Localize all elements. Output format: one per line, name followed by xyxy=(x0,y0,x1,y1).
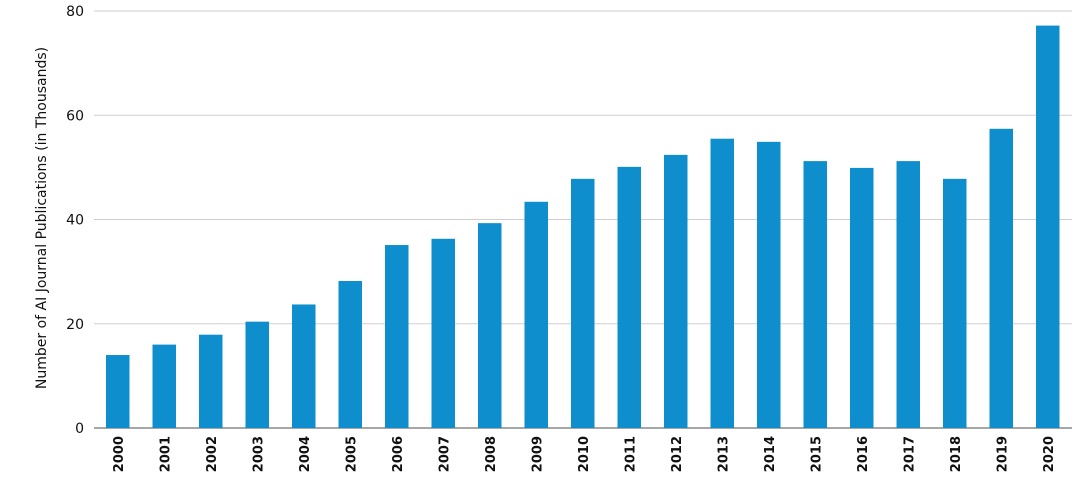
bar-2013 xyxy=(710,138,734,429)
bar-2007 xyxy=(431,238,455,428)
y-tick-label: 0 xyxy=(75,421,84,437)
x-tick-label: 2005 xyxy=(344,436,359,472)
bar-2015 xyxy=(803,161,827,428)
x-tick-labels: 2000 2001 2002 2003 2004 2005 2006 2007 2008 2009… xyxy=(112,436,1057,472)
y-tick-label: 60 xyxy=(66,108,84,124)
bar-2014 xyxy=(757,141,781,429)
x-tick-label: 2001 xyxy=(158,436,173,472)
bars xyxy=(106,25,1060,429)
bar-2000 xyxy=(106,355,130,428)
bar-2004 xyxy=(292,304,316,428)
x-tick-label: 2006 xyxy=(391,436,406,472)
y-tick-label: 80 xyxy=(66,4,84,20)
x-tick-label: 2004 xyxy=(298,436,313,472)
x-tick-label: 2010 xyxy=(577,436,592,472)
x-tick-label: 2013 xyxy=(716,436,731,472)
y-tick-label: 20 xyxy=(66,317,84,333)
bar-2001 xyxy=(152,344,176,428)
bar-2018 xyxy=(943,178,967,428)
x-tick-label: 2012 xyxy=(670,436,685,472)
x-tick-label: 2014 xyxy=(763,436,778,472)
bar-2005 xyxy=(338,281,362,428)
x-tick-label: 2002 xyxy=(205,436,220,472)
bar-2019 xyxy=(989,128,1013,429)
x-tick-label: 2009 xyxy=(530,436,545,472)
bar-2008 xyxy=(478,223,502,428)
x-tick-label: 2003 xyxy=(251,436,266,472)
x-tick-label: 2008 xyxy=(484,436,499,472)
y-tick-labels: 0 20 40 60 80 xyxy=(66,4,84,437)
x-tick-label: 2007 xyxy=(437,436,452,472)
x-tick-label: 2018 xyxy=(949,436,964,472)
x-tick-label: 2015 xyxy=(809,436,824,472)
bar-2017 xyxy=(896,161,920,428)
bar-2011 xyxy=(617,166,641,428)
bar-2003 xyxy=(245,321,269,428)
x-tick-label: 2019 xyxy=(995,436,1010,472)
x-tick-label: 2020 xyxy=(1042,436,1057,472)
bar-2010 xyxy=(571,178,595,428)
x-tick-label: 2000 xyxy=(112,436,127,472)
bar-2016 xyxy=(850,167,874,429)
y-tick-label: 40 xyxy=(66,213,84,229)
x-tick-label: 2011 xyxy=(623,436,638,472)
bar-2020 xyxy=(1036,25,1060,428)
bar-2009 xyxy=(524,201,548,428)
x-tick-label: 2017 xyxy=(902,436,917,472)
bar-2002 xyxy=(199,334,223,428)
bar-2012 xyxy=(664,154,688,429)
bar-2006 xyxy=(385,245,409,428)
x-tick-label: 2016 xyxy=(856,436,871,472)
y-axis-label: Number of AI Journal Publications (in Th… xyxy=(34,47,50,389)
